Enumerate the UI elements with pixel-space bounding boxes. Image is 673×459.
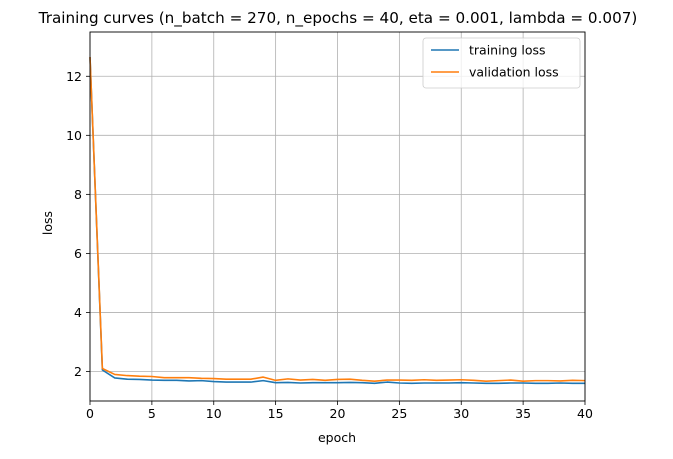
x-tick-label: 40 (577, 406, 593, 421)
x-tick-label: 10 (206, 406, 222, 421)
y-tick-label: 12 (66, 69, 82, 84)
legend-label: validation loss (469, 65, 559, 80)
series-line-training-loss (89, 57, 585, 385)
series-lines (89, 57, 586, 385)
legend: training loss validation loss (422, 37, 581, 89)
y-tick-label: 10 (66, 128, 82, 143)
y-tick-label: 2 (74, 364, 82, 379)
x-tick-label: 30 (453, 406, 469, 421)
y-tick-label: 8 (74, 187, 82, 202)
x-tick-label: 35 (515, 406, 531, 421)
legend-box (422, 37, 581, 89)
series-line-validation-loss (89, 57, 586, 383)
x-tick-label: 15 (268, 406, 284, 421)
axis-ticks: 0 5 10 15 20 25 30 35 40 2 4 6 8 10 12 (66, 69, 593, 421)
y-tick-label: 6 (74, 246, 82, 261)
y-axis-label: loss (40, 211, 55, 235)
x-tick-label: 0 (86, 406, 94, 421)
legend-label: training loss (469, 43, 546, 58)
x-tick-label: 20 (330, 406, 346, 421)
y-tick-label: 4 (74, 305, 82, 320)
chart-title: Training curves (n_batch = 270, n_epochs… (38, 9, 638, 28)
x-tick-label: 5 (148, 406, 156, 421)
x-axis-label: epoch (318, 430, 356, 445)
x-tick-label: 25 (391, 406, 407, 421)
